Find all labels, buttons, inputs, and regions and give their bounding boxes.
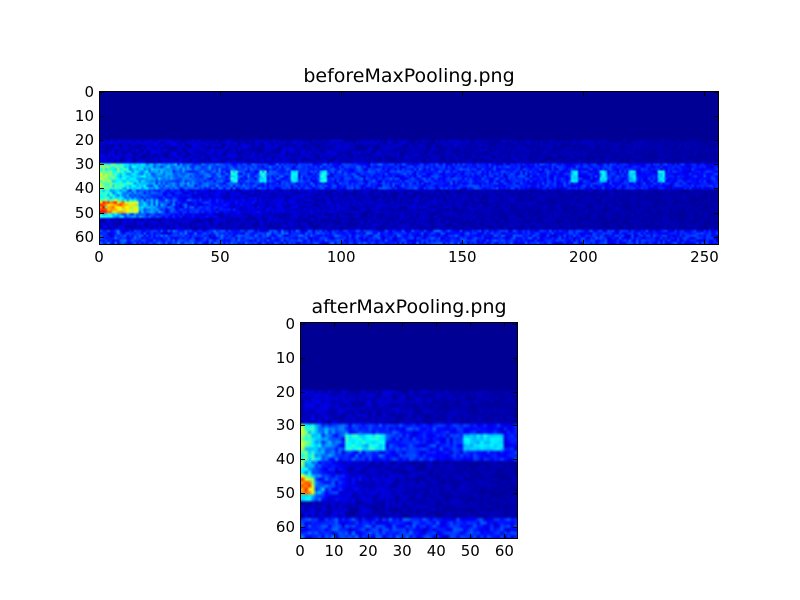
y-tick-mark <box>300 391 305 393</box>
x-tick-label: 100 <box>326 248 356 266</box>
x-tick-mark <box>504 322 506 327</box>
x-tick-mark <box>402 322 404 327</box>
y-tick-label: 10 <box>74 107 94 126</box>
y-tick-mark <box>99 92 104 94</box>
heatmap-before-image <box>100 92 718 244</box>
y-tick-label: 50 <box>275 484 295 503</box>
x-tick-mark <box>402 534 404 539</box>
x-tick-mark <box>462 240 464 245</box>
x-tick-mark <box>704 240 706 245</box>
y-tick-label: 40 <box>275 450 295 469</box>
y-tick-mark <box>513 357 518 359</box>
x-tick-mark <box>368 534 370 539</box>
x-tick-mark <box>300 534 301 539</box>
y-tick-mark <box>513 323 518 325</box>
x-tick-label: 10 <box>324 542 344 560</box>
x-tick-mark <box>220 91 222 96</box>
y-tick-mark <box>513 493 518 495</box>
y-tick-mark <box>714 92 719 94</box>
y-tick-label: 60 <box>275 518 295 537</box>
x-tick-mark <box>341 91 343 96</box>
y-tick-mark <box>714 140 719 142</box>
x-tick-label: 250 <box>690 248 719 266</box>
x-tick-mark <box>368 322 370 327</box>
y-tick-label: 20 <box>275 382 295 401</box>
y-tick-mark <box>300 527 305 529</box>
y-tick-mark <box>99 188 104 190</box>
y-tick-label: 40 <box>74 179 94 198</box>
y-tick-mark <box>99 236 104 238</box>
y-tick-label: 20 <box>74 131 94 150</box>
y-tick-mark <box>714 116 719 118</box>
y-tick-label: 50 <box>74 203 94 222</box>
y-tick-mark <box>513 391 518 393</box>
heatmap-after-image <box>301 323 517 538</box>
x-tick-mark <box>583 91 585 96</box>
heatmap-after-axes <box>300 322 518 539</box>
x-tick-label: 30 <box>392 542 412 560</box>
x-tick-mark <box>341 240 343 245</box>
y-tick-label: 30 <box>275 416 295 435</box>
y-tick-mark <box>714 188 719 190</box>
x-tick-label: 50 <box>210 248 230 266</box>
x-tick-label: 150 <box>447 248 477 266</box>
y-tick-label: 0 <box>285 314 295 333</box>
x-tick-label: 50 <box>460 542 480 560</box>
y-tick-mark <box>300 357 305 359</box>
y-tick-label: 10 <box>275 348 295 367</box>
x-tick-label: 40 <box>426 542 446 560</box>
x-tick-mark <box>462 91 464 96</box>
y-tick-mark <box>513 527 518 529</box>
y-tick-mark <box>513 459 518 461</box>
x-tick-label: 0 <box>295 542 305 560</box>
y-tick-label: 30 <box>74 155 94 174</box>
chart-title-after: afterMaxPooling.png <box>311 296 507 318</box>
y-tick-mark <box>300 493 305 495</box>
x-tick-mark <box>504 534 506 539</box>
y-tick-mark <box>513 425 518 427</box>
x-tick-mark <box>470 322 472 327</box>
y-tick-label: 60 <box>74 227 94 246</box>
x-tick-mark <box>334 322 336 327</box>
x-tick-mark <box>436 534 438 539</box>
x-tick-mark <box>583 240 585 245</box>
x-tick-mark <box>99 91 100 96</box>
x-tick-label: 60 <box>494 542 514 560</box>
y-tick-mark <box>714 164 719 166</box>
x-tick-mark <box>334 534 336 539</box>
chart-title-before: beforeMaxPooling.png <box>303 65 515 87</box>
y-tick-label: 0 <box>84 83 94 102</box>
y-tick-mark <box>300 459 305 461</box>
heatmap-before-axes <box>99 91 719 245</box>
y-tick-mark <box>714 212 719 214</box>
y-tick-mark <box>99 140 104 142</box>
y-tick-mark <box>300 323 305 325</box>
x-tick-label: 200 <box>569 248 598 266</box>
x-tick-mark <box>220 240 222 245</box>
x-tick-label: 20 <box>358 542 378 560</box>
y-tick-mark <box>99 164 104 166</box>
x-tick-mark <box>470 534 472 539</box>
x-tick-mark <box>99 240 100 245</box>
y-tick-mark <box>300 425 305 427</box>
y-tick-mark <box>99 212 104 214</box>
x-tick-label: 0 <box>94 248 104 266</box>
x-tick-mark <box>436 322 438 327</box>
y-tick-mark <box>714 236 719 238</box>
x-tick-mark <box>704 91 706 96</box>
y-tick-mark <box>99 116 104 118</box>
